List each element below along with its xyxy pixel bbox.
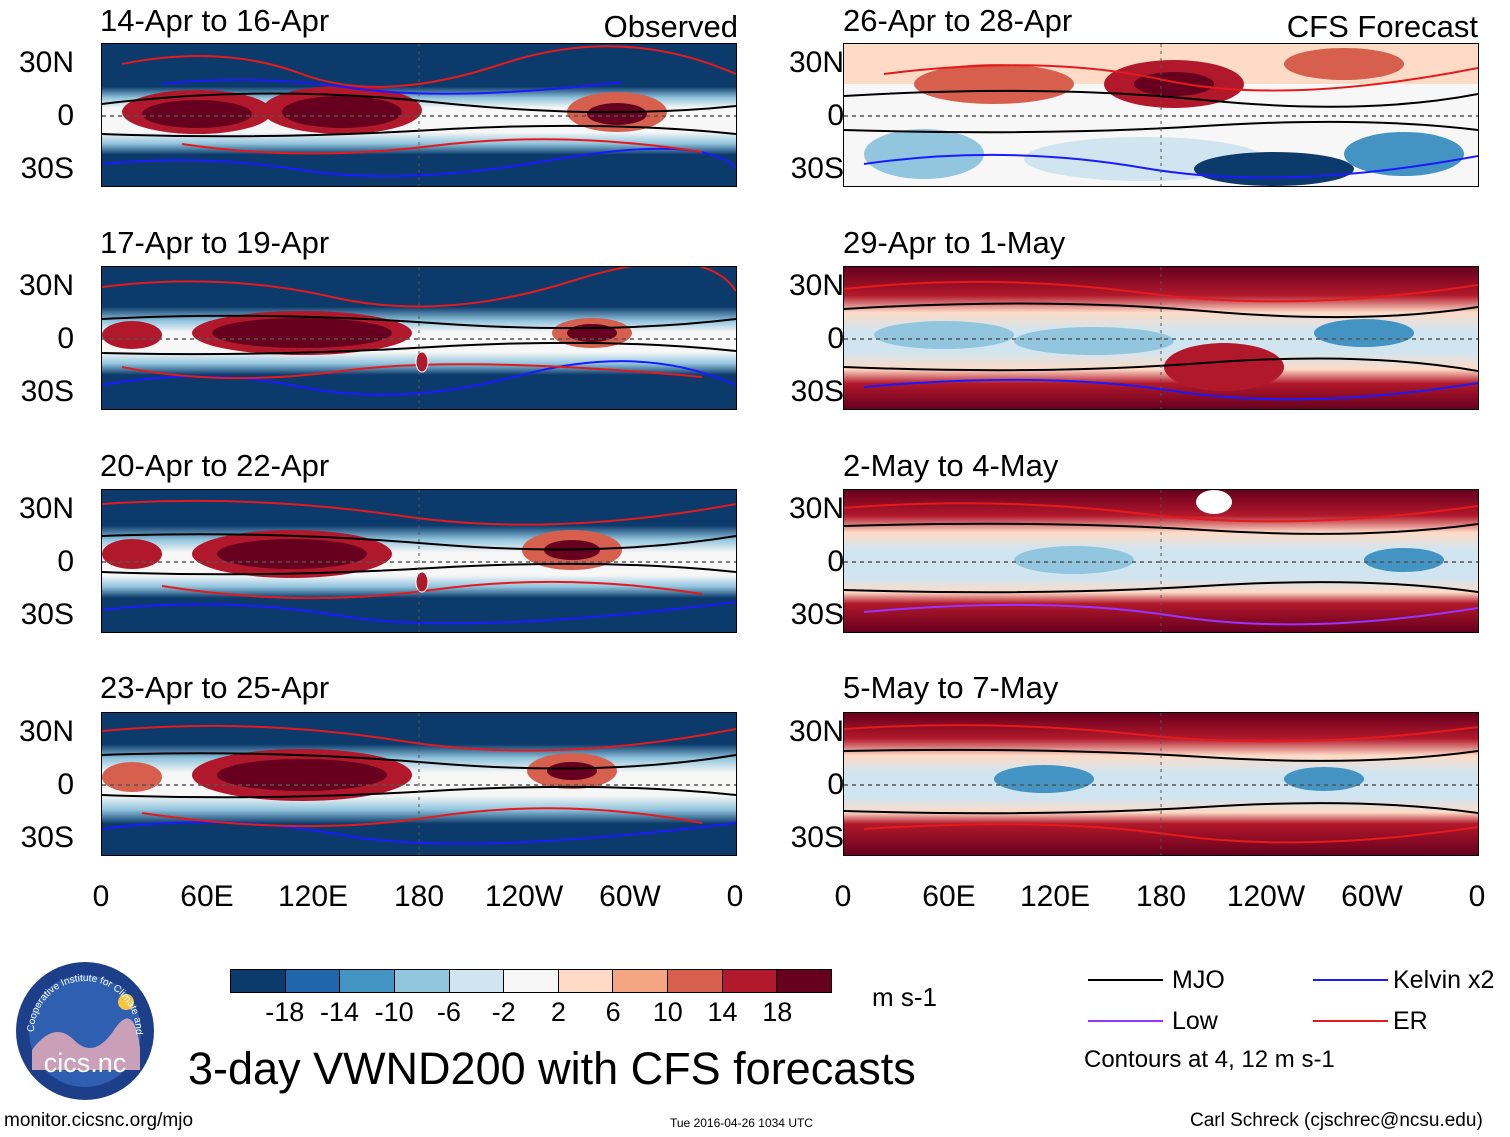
lat-label: 0 — [827, 322, 844, 355]
lon-label: 0 — [1468, 880, 1486, 913]
footer-url[interactable]: monitor.cicsnc.org/mjo — [4, 1110, 194, 1131]
lon-label: 60E — [180, 880, 234, 913]
colorbar-label: 2 — [550, 997, 566, 1027]
lat-label: 30S — [20, 152, 74, 185]
lat-label: 0 — [57, 322, 74, 355]
colorbar-swatch — [613, 970, 669, 992]
lat-label: 30S — [20, 821, 74, 854]
lon-label: 180 — [1135, 880, 1187, 913]
colorbar-swatch — [231, 970, 286, 992]
map-panel-obs-1 — [101, 43, 737, 187]
colorbar-swatch — [449, 970, 505, 992]
legend-label-low: Low — [1172, 1007, 1218, 1035]
lat-label: 0 — [57, 545, 74, 578]
map-panel-fc-2 — [843, 266, 1479, 410]
map-panel-fc-1 — [843, 43, 1479, 187]
observed-label: Observed — [603, 9, 738, 44]
colorbar-label: 10 — [652, 997, 683, 1027]
colorbar-swatch — [777, 970, 832, 992]
lon-label: 60W — [1341, 880, 1403, 913]
panel-title-fc-4: 5-May to 7-May — [843, 670, 1059, 705]
panel-title-fc-3: 2-May to 4-May — [843, 448, 1059, 483]
lon-label: 0 — [726, 880, 744, 913]
lat-label: 0 — [57, 99, 74, 132]
logo-text: cics.nc — [44, 1048, 127, 1078]
lat-label: 30N — [788, 269, 844, 302]
footer-author: Carl Schreck (cjschrec@ncsu.edu) — [1190, 1110, 1483, 1131]
forecast-label: CFS Forecast — [1286, 9, 1478, 44]
colorbar-label: 14 — [707, 997, 738, 1027]
colorbar — [230, 969, 832, 993]
colorbar-swatch — [340, 970, 395, 992]
legend-label-er: ER — [1393, 1007, 1428, 1035]
colorbar-label: -10 — [374, 997, 414, 1027]
lat-label: 30N — [18, 715, 74, 748]
cics-logo: cics.nc Cooperative Institute for Climat… — [11, 952, 156, 1102]
lon-label: 120W — [484, 880, 564, 913]
colorbar-swatch — [394, 970, 450, 992]
colorbar-swatch — [668, 970, 723, 992]
lat-label: 30S — [790, 598, 844, 631]
lat-label: 30N — [788, 492, 844, 525]
map-panel-fc-4 — [843, 712, 1479, 856]
colorbar-label: -14 — [319, 997, 359, 1027]
lon-label: 0 — [92, 880, 110, 913]
map-panel-obs-4 — [101, 712, 737, 856]
lon-label: 60E — [922, 880, 976, 913]
legend-line-mjo — [1088, 979, 1163, 981]
colorbar-swatch — [285, 970, 341, 992]
lat-label: 0 — [57, 768, 74, 801]
legend-note: Contours at 4, 12 m s-1 — [1084, 1046, 1335, 1073]
lat-label: 30S — [20, 375, 74, 408]
lat-label: 0 — [827, 768, 844, 801]
map-panel-fc-3 — [843, 489, 1479, 633]
lat-label: 30N — [788, 715, 844, 748]
lon-label: 180 — [393, 880, 445, 913]
lat-label: 30S — [790, 152, 844, 185]
legend-line-er — [1313, 1020, 1388, 1022]
colorbar-label: -6 — [436, 997, 461, 1027]
panel-title-obs-4: 23-Apr to 25-Apr — [100, 670, 330, 705]
colorbar-label: -2 — [491, 997, 516, 1027]
footer-timestamp: Tue 2016-04-26 1034 UTC — [670, 1116, 813, 1130]
lon-label: 120W — [1226, 880, 1306, 913]
lon-label: 60W — [599, 880, 661, 913]
lat-label: 0 — [827, 99, 844, 132]
panel-title-obs-3: 20-Apr to 22-Apr — [100, 448, 330, 483]
colorbar-label: 6 — [605, 997, 621, 1027]
lat-label: 30S — [790, 821, 844, 854]
lat-label: 30N — [18, 269, 74, 302]
lat-label: 30S — [790, 375, 844, 408]
legend-label-mjo: MJO — [1172, 966, 1225, 994]
lat-label: 30N — [18, 492, 74, 525]
colorbar-swatch — [504, 970, 559, 992]
figure-title: 3-day VWND200 with CFS forecasts — [188, 1043, 916, 1094]
legend-line-kelvin — [1313, 979, 1388, 981]
legend-label-kelvin: Kelvin x2 — [1393, 966, 1495, 994]
lat-label: 30S — [20, 598, 74, 631]
map-panel-obs-3 — [101, 489, 737, 633]
map-panel-obs-2 — [101, 266, 737, 410]
colorbar-label: -18 — [265, 997, 305, 1027]
lat-label: 0 — [827, 545, 844, 578]
legend-line-low — [1088, 1020, 1163, 1022]
lon-label: 0 — [834, 880, 852, 913]
lat-label: 30N — [18, 46, 74, 79]
colorbar-units: m s-1 — [872, 982, 937, 1012]
lon-label: 120E — [1019, 880, 1091, 913]
panel-title-obs-1: 14-Apr to 16-Apr — [100, 3, 330, 38]
colorbar-swatch — [558, 970, 614, 992]
lon-label: 120E — [277, 880, 349, 913]
panel-title-fc-2: 29-Apr to 1-May — [843, 225, 1066, 260]
colorbar-label: 18 — [762, 997, 793, 1027]
lat-label: 30N — [788, 46, 844, 79]
colorbar-swatch — [722, 970, 778, 992]
panel-title-obs-2: 17-Apr to 19-Apr — [100, 225, 330, 260]
panel-title-fc-1: 26-Apr to 28-Apr — [843, 3, 1073, 38]
